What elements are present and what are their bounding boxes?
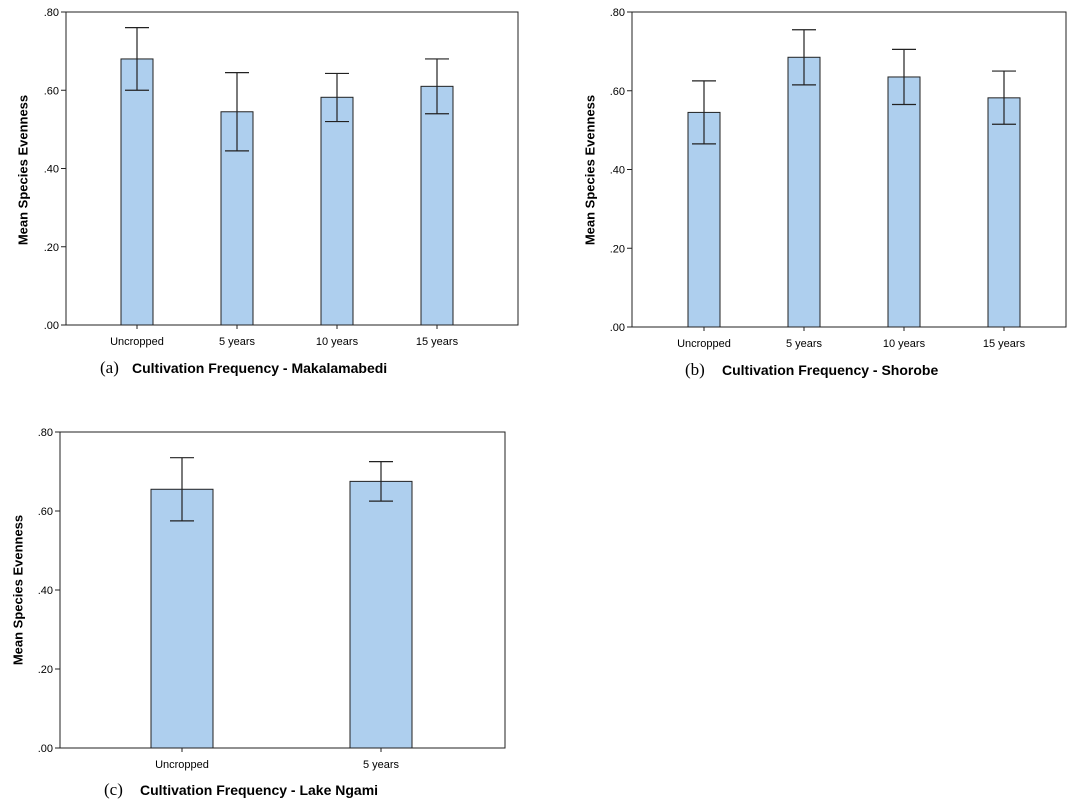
bar <box>420 85 454 326</box>
y-tick-label: .20 <box>38 664 53 676</box>
panel-label: (b) <box>685 360 705 379</box>
x-axis-label: Cultivation Frequency - Lake Ngami <box>140 782 378 798</box>
y-axis-label: Mean Species Evenness <box>10 515 25 665</box>
y-axis-label: Mean Species Evenness <box>582 95 597 245</box>
bar <box>987 97 1021 328</box>
x-tick-label: Uncropped <box>110 336 164 348</box>
y-tick-label: .20 <box>44 242 59 254</box>
x-tick-label: 10 years <box>316 336 359 348</box>
chart-panel-3: .00 .20 .40 .60 .80 Uncropped 5 years Mean Spec… <box>10 427 506 799</box>
y-axis-label: Mean Species Evenness <box>15 95 30 245</box>
chart-panel-1: .00 .20 .40 .60 .80 Uncropped 5 years 10 years 1… <box>15 7 519 377</box>
y-tick-label: .00 <box>610 322 625 334</box>
y-tick-label: .00 <box>38 743 53 755</box>
y-tick-label: .80 <box>44 7 59 19</box>
y-tick-label: .40 <box>38 585 53 597</box>
bar <box>887 76 921 328</box>
y-tick-label: .60 <box>38 506 53 518</box>
x-tick-label: 15 years <box>416 336 459 348</box>
y-tick-label: .60 <box>44 85 59 97</box>
bar <box>787 56 821 328</box>
y-tick-label: .00 <box>44 320 59 332</box>
x-tick-label: 5 years <box>786 338 823 350</box>
bar <box>320 96 354 326</box>
chart-panel-2: .00 .20 .40 .60 .80 Uncropped 5 years 10 years 1… <box>582 7 1067 379</box>
y-tick-label: .20 <box>610 243 625 255</box>
bar <box>349 480 413 749</box>
y-tick-label: .80 <box>38 427 53 439</box>
x-tick-label: Uncropped <box>155 759 209 771</box>
x-tick-label: Uncropped <box>677 338 731 350</box>
y-tick-label: .80 <box>610 7 625 19</box>
panel-label: (c) <box>104 780 123 799</box>
panel-label: (a) <box>100 358 119 377</box>
plot-frame <box>59 431 506 749</box>
y-tick-label: .40 <box>44 164 59 176</box>
y-tick-label: .60 <box>610 86 625 98</box>
bar <box>150 488 214 749</box>
y-tick-label: .40 <box>610 165 625 177</box>
x-axis-label: Cultivation Frequency - Makalamabedi <box>132 360 387 376</box>
x-axis-label: Cultivation Frequency - Shorobe <box>722 362 938 378</box>
x-tick-label: 5 years <box>219 336 256 348</box>
bar <box>120 58 154 326</box>
bar <box>687 111 721 328</box>
x-tick-label: 5 years <box>363 759 400 771</box>
x-tick-label: 10 years <box>883 338 926 350</box>
x-tick-label: 15 years <box>983 338 1026 350</box>
